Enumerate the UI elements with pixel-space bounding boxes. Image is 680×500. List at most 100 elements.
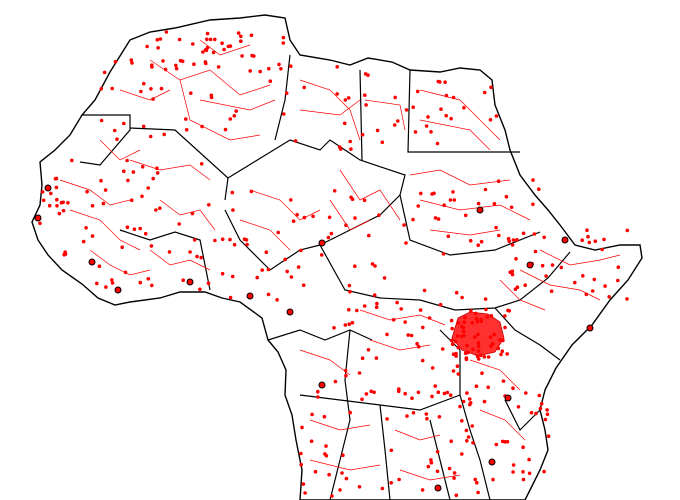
admin-centroid-dot: [362, 304, 367, 308]
admin-centroid-dot: [299, 451, 303, 456]
admin-centroid-dot: [393, 95, 398, 100]
admin-centroid-dot: [521, 445, 525, 450]
admin-centroid-dot: [130, 61, 134, 65]
country-border-line: [429, 419, 451, 500]
admin-border-line: [409, 169, 511, 186]
admin-centroid-dot: [373, 264, 377, 268]
admin-centroid-dot: [600, 247, 604, 252]
admin-centroid-dot: [492, 201, 497, 206]
admin-centroid-dot: [389, 448, 394, 453]
admin-centroid-dot: [454, 354, 458, 358]
admin-centroid-dot: [374, 356, 379, 360]
admin-centroid-dot: [327, 472, 331, 477]
admin-centroid-dot: [506, 236, 511, 241]
admin-centroid-dot: [505, 352, 510, 356]
admin-centroid-dot: [164, 30, 169, 34]
admin-centroid-dot: [496, 179, 501, 183]
admin-centroid-dot: [344, 223, 348, 227]
admin-centroid-dot: [282, 112, 286, 116]
admin-centroid-dot: [450, 326, 455, 331]
admin-centroid-dot: [515, 285, 520, 290]
admin-centroid-dot: [38, 221, 42, 226]
admin-centroid-dot: [199, 255, 203, 260]
admin-centroid-dot: [532, 232, 537, 236]
admin-centroid-dot: [104, 285, 108, 289]
admin-centroid-dot: [348, 139, 353, 144]
admin-centroid-dot: [375, 301, 379, 306]
admin-centroid-dot: [205, 31, 210, 36]
admin-centroid-dot: [539, 401, 544, 406]
admin-centroid-dot: [240, 54, 244, 58]
admin-centroid-dot: [494, 442, 499, 447]
admin-centroid-dot: [299, 462, 304, 467]
admin-centroid-dot: [343, 98, 348, 102]
admin-centroid-dot: [527, 457, 531, 462]
admin-centroid-dot: [348, 410, 353, 415]
admin-centroid-dot: [466, 435, 471, 439]
admin-centroid-dot: [424, 412, 429, 416]
admin-border-line: [119, 89, 171, 101]
admin-centroid-dot: [447, 466, 452, 471]
admin-centroid-dot: [416, 390, 421, 395]
admin-centroid-dot: [511, 470, 515, 474]
admin-centroid-dot: [188, 250, 192, 254]
admin-centroid-dot: [404, 108, 409, 112]
admin-centroid-dot: [324, 444, 328, 448]
admin-centroid-dot: [350, 197, 355, 201]
admin-centroid-dot: [451, 95, 456, 100]
admin-centroid-dot: [239, 39, 243, 43]
admin-centroid-dot: [301, 283, 306, 288]
admin-border-line: [69, 209, 141, 251]
admin-centroid-dot: [138, 226, 142, 231]
admin-centroid-dot: [476, 341, 481, 345]
admin-centroid-dot: [462, 105, 466, 110]
capital-marker: [34, 214, 42, 222]
admin-centroid-dot: [435, 141, 440, 146]
admin-centroid-dot: [463, 351, 468, 356]
admin-border-line: [149, 249, 211, 271]
admin-centroid-dot: [452, 471, 457, 475]
admin-centroids: [38, 30, 630, 498]
admin-border-line: [469, 359, 521, 391]
admin-centroid-dot: [291, 219, 296, 223]
admin-centroid-dot: [213, 37, 217, 42]
admin-border-line: [299, 99, 361, 116]
admin-centroid-dot: [545, 408, 549, 412]
admin-centroid-dot: [442, 203, 447, 207]
admin-centroid-dot: [421, 325, 425, 330]
admin-centroid-dot: [419, 191, 423, 196]
admin-centroid-dot: [366, 348, 371, 352]
admin-centroid-dot: [132, 227, 137, 231]
admin-centroid-dot: [475, 319, 480, 324]
admin-centroid-dot: [207, 203, 211, 207]
admin-centroid-dot: [353, 216, 357, 220]
admin-centroid-dot: [511, 238, 516, 242]
admin-centroid-dot: [211, 50, 216, 55]
admin-centroid-dot: [54, 185, 59, 190]
admin-centroid-dot: [374, 305, 379, 310]
admin-centroid-dot: [344, 476, 349, 481]
admin-centroid-dot: [454, 290, 459, 295]
admin-centroid-dot: [429, 130, 433, 134]
admin-centroid-dot: [357, 485, 362, 489]
admin-centroid-dot: [223, 127, 228, 132]
admin-centroid-dot: [540, 263, 545, 268]
admin-centroid-dot: [465, 391, 469, 395]
admin-centroid-dot: [341, 453, 345, 458]
admin-centroid-dot: [138, 280, 143, 285]
admin-centroid-dot: [110, 278, 114, 282]
admin-centroid-dot: [326, 235, 331, 240]
admin-centroid-dot: [364, 103, 368, 107]
admin-centroid-dot: [426, 464, 431, 469]
admin-centroid-dot: [424, 124, 429, 128]
admin-centroid-dot: [248, 69, 252, 73]
admin-centroid-dot: [430, 366, 435, 370]
capital-marker: [504, 394, 512, 402]
capital-marker: [44, 184, 52, 192]
admin-centroid-dot: [344, 373, 348, 378]
admin-centroid-dot: [501, 338, 505, 343]
admin-centroid-dot: [362, 198, 367, 203]
admin-border-line: [394, 429, 441, 441]
admin-centroid-dot: [545, 412, 550, 417]
admin-centroid-dot: [206, 281, 211, 286]
